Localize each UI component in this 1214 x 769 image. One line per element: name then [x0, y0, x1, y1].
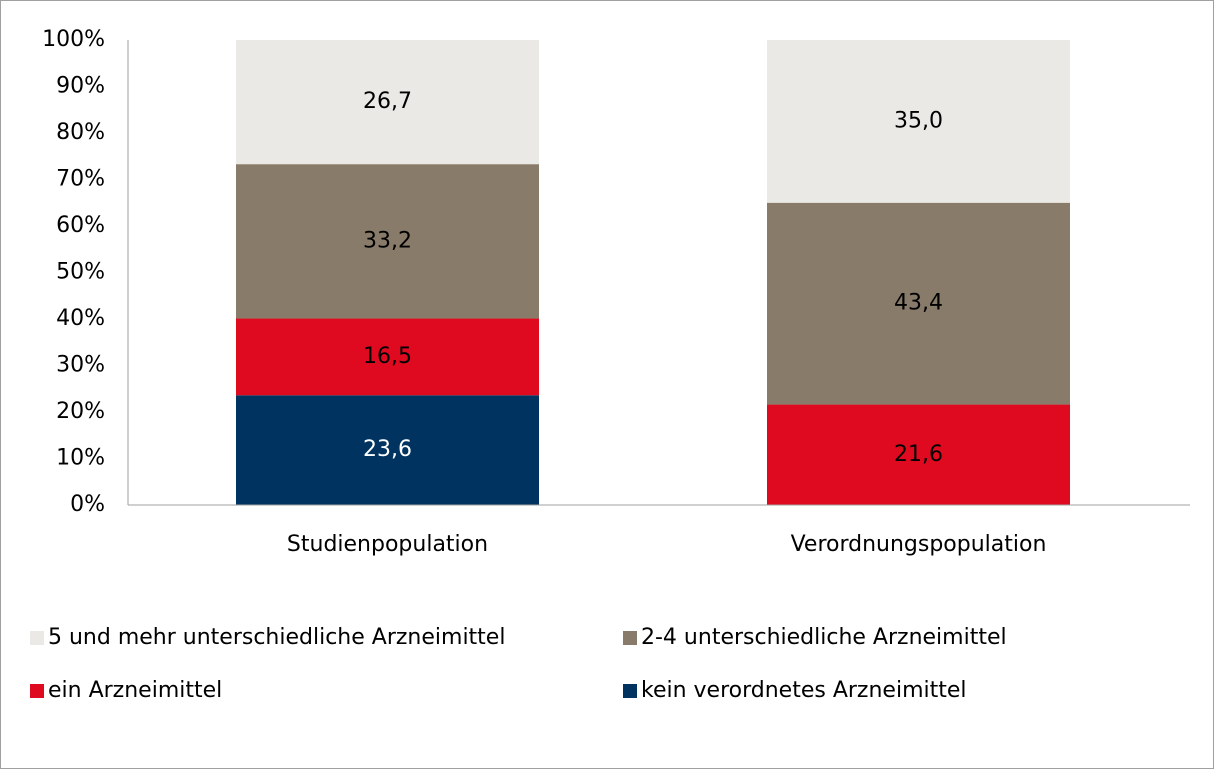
legend-swatch	[30, 631, 44, 645]
y-tick-label: 60%	[56, 213, 105, 238]
y-tick-label: 90%	[56, 74, 105, 99]
legend-swatch	[623, 631, 637, 645]
bar-segment	[767, 40, 1070, 203]
bar-segment	[767, 202, 1070, 405]
bar-segment	[767, 404, 1070, 505]
y-tick-label: 100%	[42, 27, 105, 52]
value-label: 43,4	[894, 291, 943, 316]
legend-label: kein verordnetes Arzneimittel	[641, 678, 967, 703]
legend-label: 5 und mehr unterschiedliche Arzneimittel	[48, 625, 505, 650]
value-label: 26,7	[363, 89, 412, 114]
y-tick-label: 50%	[56, 260, 105, 285]
legend-label: 2-4 unterschiedliche Arzneimittel	[641, 625, 1007, 650]
value-label: 35,0	[894, 108, 943, 133]
y-tick-label: 0%	[70, 492, 105, 517]
value-label: 21,6	[894, 442, 943, 467]
x-tick-label: Studienpopulation	[287, 532, 488, 557]
bar-segment	[236, 164, 539, 319]
value-label: 16,5	[363, 344, 412, 369]
legend-label: ein Arzneimittel	[48, 678, 222, 703]
value-label: 33,2	[363, 228, 412, 253]
bar-segment	[236, 318, 539, 396]
value-label: 23,6	[363, 437, 412, 462]
bar-segment	[236, 40, 539, 165]
bar-segment	[236, 395, 539, 505]
legend-swatch	[623, 684, 637, 698]
x-tick-label: Verordnungspopulation	[791, 532, 1047, 557]
legend-swatch	[30, 684, 44, 698]
y-tick-label: 40%	[56, 306, 105, 331]
y-tick-label: 20%	[56, 399, 105, 424]
y-tick-label: 70%	[56, 167, 105, 192]
y-tick-label: 80%	[56, 120, 105, 145]
y-tick-label: 10%	[56, 446, 105, 471]
y-tick-label: 30%	[56, 353, 105, 378]
